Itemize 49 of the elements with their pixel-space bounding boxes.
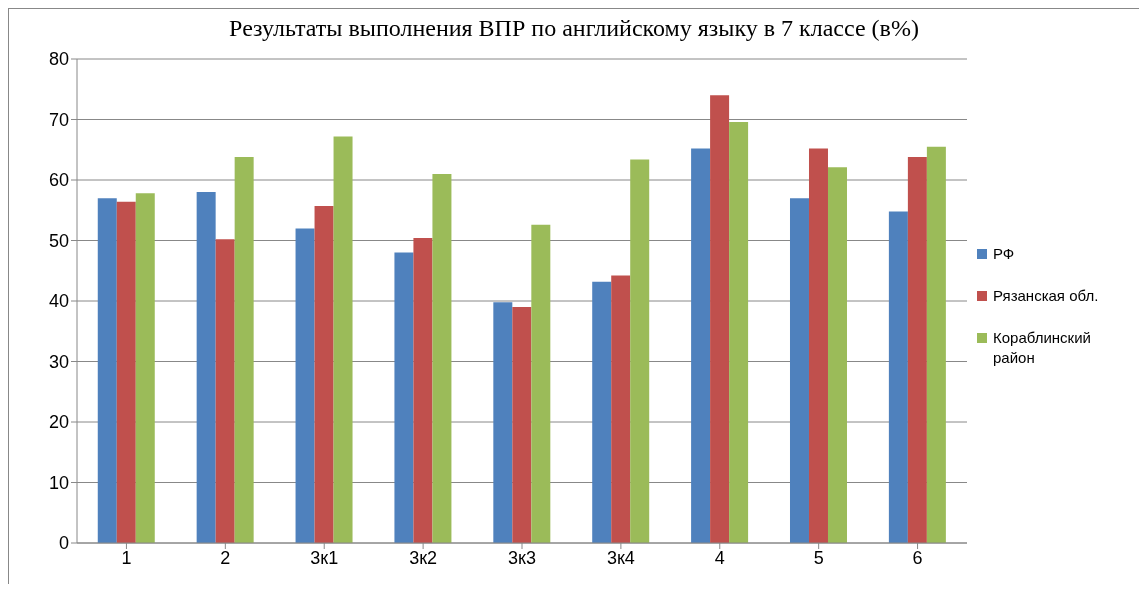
x-tick-label: 3к1 [310, 547, 339, 568]
legend-label: Кораблинский район [993, 327, 1092, 368]
x-tick-label: 3к2 [409, 547, 438, 568]
y-tick-label: 30 [48, 351, 69, 372]
bar [907, 157, 927, 543]
bar [592, 281, 612, 543]
bar [333, 136, 353, 543]
x-tick-label: 3к3 [508, 547, 536, 568]
bar [432, 173, 452, 543]
bar [729, 121, 749, 543]
x-tick-label: 4 [714, 547, 725, 568]
bar [888, 211, 908, 543]
bar [196, 192, 216, 543]
x-tick-label: 1 [121, 547, 132, 568]
bar [135, 193, 155, 543]
legend-label: РФ [993, 243, 1015, 264]
bar [493, 302, 513, 543]
bar [295, 228, 315, 543]
bar [827, 167, 847, 543]
bar [394, 252, 414, 543]
bar [630, 159, 650, 543]
y-tick-label: 10 [48, 472, 69, 493]
bar [314, 206, 334, 543]
y-tick-label: 0 [58, 533, 69, 554]
bar [611, 275, 631, 543]
x-tick-label: 6 [912, 547, 923, 568]
bar [215, 239, 235, 543]
x-tick-label: 3к4 [606, 547, 635, 568]
y-tick-label: 80 [48, 49, 69, 70]
chart-title: Результаты выполнения ВПР по английскому языку в 7 классе (в%) [228, 14, 920, 43]
bar [234, 157, 254, 543]
y-tick-label: 60 [48, 170, 69, 191]
bar [926, 146, 946, 543]
y-tick-label: 70 [48, 109, 69, 130]
bar [116, 201, 136, 543]
y-tick-label: 20 [48, 412, 69, 433]
bar [97, 198, 117, 543]
y-tick-label: 40 [48, 291, 69, 312]
x-tick-label: 2 [220, 547, 231, 568]
bar [531, 224, 551, 543]
bar [512, 307, 532, 543]
bar [808, 148, 828, 543]
x-tick-label: 5 [813, 547, 824, 568]
bar [413, 238, 433, 543]
bar [710, 95, 730, 543]
bar [691, 148, 711, 543]
y-tick-label: 50 [48, 230, 69, 251]
legend-label: Рязанская обл. [993, 285, 1099, 306]
bar [789, 198, 809, 543]
